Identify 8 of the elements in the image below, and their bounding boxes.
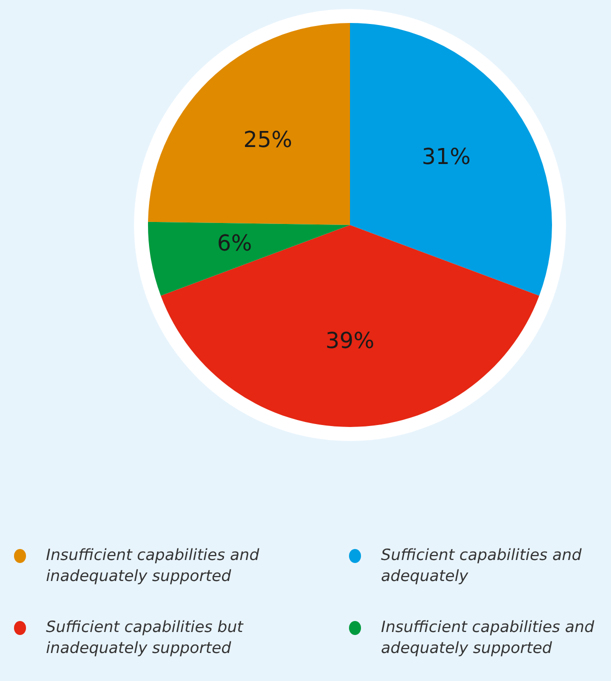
legend-label: Sufficient capabilities and adequately: [381, 545, 583, 587]
legend-label: Insufficient capabilities and adequately supported: [381, 617, 596, 659]
legend-label: Insufficient capabilities and inadequately supported: [46, 545, 260, 587]
legend-label: Sufficient capabilities but inadequately supported: [46, 617, 244, 659]
data-label: 31%: [422, 144, 471, 170]
data-label: 25%: [243, 128, 292, 154]
data-label: 39%: [326, 328, 374, 354]
data-label: 6%: [217, 232, 252, 257]
